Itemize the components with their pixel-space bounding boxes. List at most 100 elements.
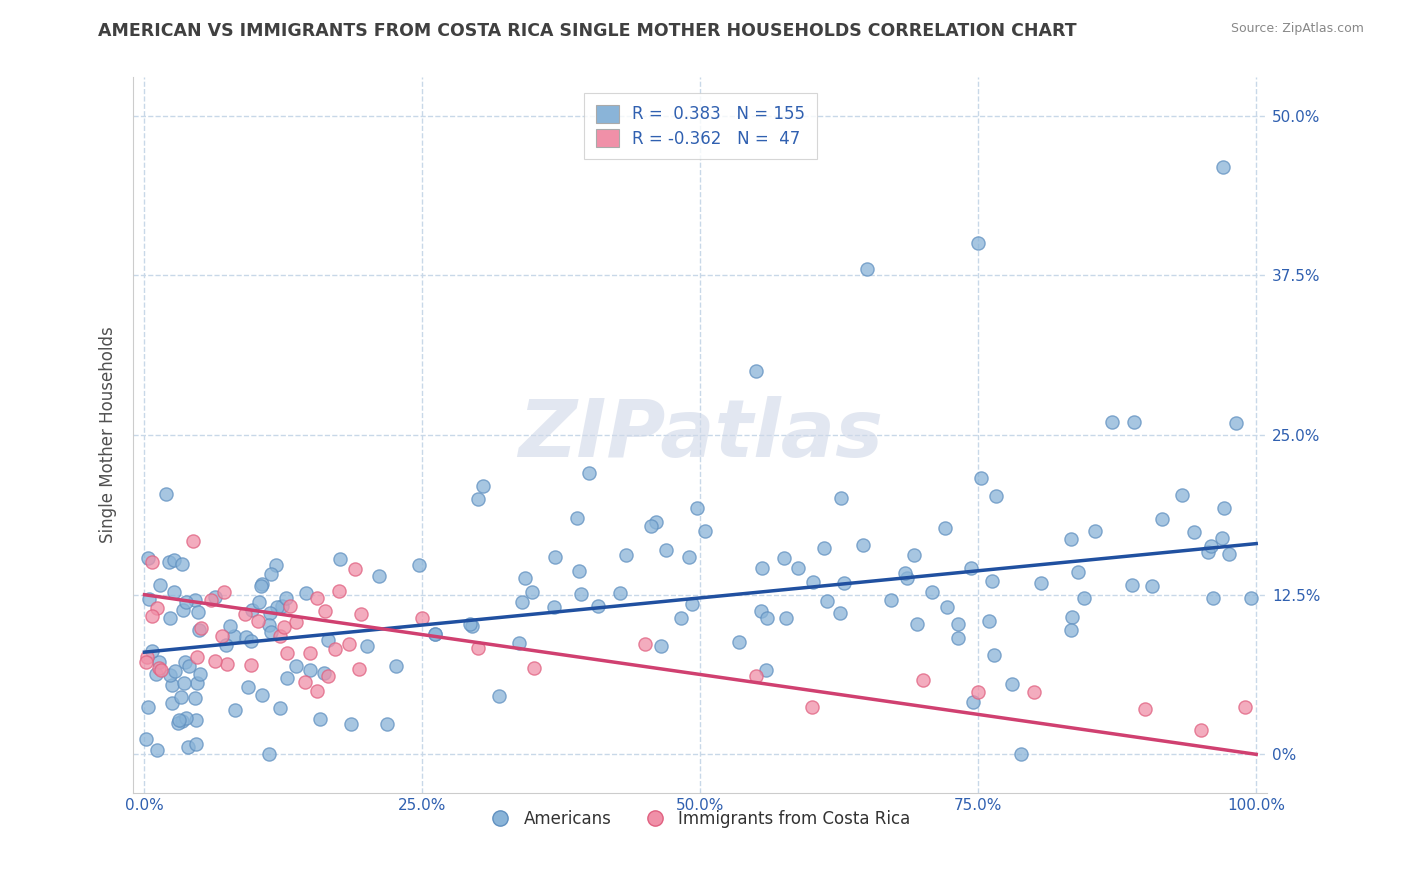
Point (1122, 415, 1144, 429)
Point (260, 567, 283, 582)
Point (347, 662, 370, 676)
Point (276, 646, 298, 660)
Point (946, 632, 969, 646)
Point (681, 597, 703, 611)
Point (190, 621, 212, 635)
Point (520, 585, 543, 599)
Point (787, 561, 810, 575)
Point (186, 649, 208, 664)
Point (328, 583, 350, 598)
Point (163, 585, 186, 599)
Point (184, 690, 207, 705)
Point (162, 678, 184, 692)
Point (212, 585, 235, 599)
Point (170, 690, 193, 705)
Point (135, 649, 157, 664)
Point (323, 641, 346, 656)
Point (1101, 415, 1123, 429)
Point (148, 661, 170, 675)
Point (1197, 544, 1219, 558)
Point (856, 262, 879, 277)
Point (200, 592, 222, 607)
Point (269, 701, 291, 715)
Point (280, 599, 302, 614)
Point (962, 695, 984, 709)
Point (634, 637, 657, 651)
Point (246, 615, 269, 629)
Point (815, 593, 838, 607)
Point (911, 673, 934, 687)
Point (654, 543, 676, 558)
Point (522, 661, 544, 675)
Point (257, 618, 280, 632)
Point (960, 561, 983, 575)
Point (1212, 160, 1234, 174)
Point (259, 606, 281, 620)
Point (981, 574, 1004, 588)
Point (186, 713, 208, 727)
Point (273, 620, 295, 634)
Point (224, 703, 246, 717)
Point (1060, 533, 1083, 547)
Point (233, 607, 256, 621)
Point (149, 578, 172, 592)
Point (813, 541, 835, 555)
Point (266, 600, 288, 615)
Point (188, 667, 211, 681)
Point (671, 611, 693, 625)
Point (830, 491, 852, 506)
Y-axis label: Single Mother Households: Single Mother Households (100, 326, 117, 543)
Point (295, 586, 318, 600)
Point (425, 627, 447, 641)
Point (510, 595, 533, 609)
Point (204, 591, 226, 605)
Point (250, 579, 273, 593)
Point (678, 549, 700, 564)
Point (224, 629, 246, 643)
Point (187, 605, 209, 619)
Point (141, 555, 163, 569)
Point (184, 593, 207, 607)
Point (181, 533, 204, 548)
Point (163, 664, 186, 678)
Point (903, 548, 925, 562)
Point (305, 684, 328, 698)
Point (298, 663, 321, 677)
Point (905, 616, 928, 631)
Point (173, 655, 195, 669)
Point (187, 623, 209, 637)
Point (640, 519, 662, 533)
Point (274, 591, 297, 605)
Point (800, 700, 823, 714)
Point (260, 625, 283, 640)
Point (294, 674, 316, 689)
Point (1073, 591, 1095, 606)
Point (1234, 699, 1257, 714)
Point (240, 657, 263, 672)
Point (136, 551, 159, 566)
Point (472, 479, 495, 493)
Point (340, 717, 363, 731)
Point (1240, 591, 1263, 606)
Point (329, 552, 352, 566)
Point (186, 676, 208, 690)
Point (184, 737, 207, 751)
Point (173, 675, 195, 690)
Point (609, 586, 631, 600)
Text: Source: ZipAtlas.com: Source: ZipAtlas.com (1230, 22, 1364, 36)
Point (159, 610, 181, 624)
Point (745, 364, 768, 378)
Point (211, 629, 233, 643)
Point (177, 740, 200, 755)
Point (219, 619, 242, 633)
Point (135, 731, 157, 746)
Point (316, 632, 339, 647)
Point (1182, 524, 1205, 539)
Point (695, 524, 717, 538)
Point (284, 658, 307, 673)
Point (215, 638, 238, 652)
Point (385, 659, 408, 673)
Point (135, 656, 157, 670)
Point (1142, 579, 1164, 593)
Point (204, 655, 226, 669)
